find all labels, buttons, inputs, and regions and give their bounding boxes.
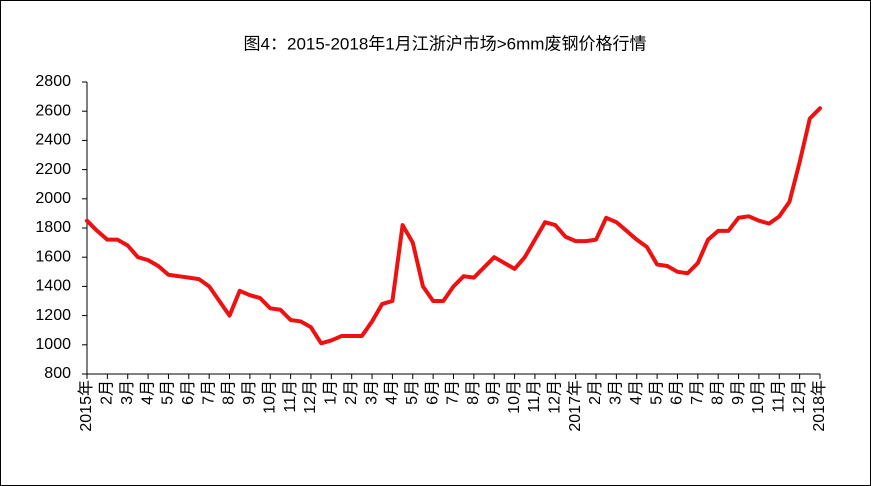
x-tick-label: 11月 xyxy=(282,380,299,413)
y-tick-label: 2200 xyxy=(35,161,71,178)
y-tick-label: 1000 xyxy=(35,336,71,353)
x-tick-label: 2月 xyxy=(343,380,360,405)
y-tick-label: 2800 xyxy=(35,73,71,90)
x-tick-label: 3月 xyxy=(363,380,380,405)
x-tick-label: 8月 xyxy=(465,380,482,405)
x-tick-label: 12月 xyxy=(547,380,564,414)
y-tick-label: 1800 xyxy=(35,219,71,236)
x-tick-label: 4月 xyxy=(139,380,156,405)
y-tick-label: 1200 xyxy=(35,307,71,324)
x-tick-label: 8月 xyxy=(709,380,726,405)
y-tick-label: 1400 xyxy=(35,278,71,295)
x-tick-label: 2月 xyxy=(587,380,604,405)
x-tick-label: 10月 xyxy=(750,380,767,414)
x-tick-label: 4月 xyxy=(384,380,401,405)
x-tick-label: 9月 xyxy=(485,380,502,405)
x-tick-label: 2017年 xyxy=(566,380,584,432)
x-tick-label: 8月 xyxy=(221,380,238,405)
x-tick-label: 7月 xyxy=(200,380,217,405)
x-tick-label: 4月 xyxy=(628,380,645,405)
x-tick-label: 2018年 xyxy=(810,380,828,432)
x-tick-label: 3月 xyxy=(608,380,625,405)
x-tick-label: 6月 xyxy=(424,380,441,405)
y-tick-label: 2000 xyxy=(35,190,71,207)
x-tick-label: 9月 xyxy=(241,380,258,405)
x-tick-label: 5月 xyxy=(404,380,421,405)
y-tick-label: 2600 xyxy=(35,102,71,119)
x-tick-label: 12月 xyxy=(302,380,319,414)
x-tick-label: 7月 xyxy=(689,380,706,405)
x-tick-label: 7月 xyxy=(445,380,462,405)
chart-title: 图4：2015-2018年1月江浙沪市场>6mm废钢价格行情 xyxy=(244,34,647,53)
x-tick-label: 2015年 xyxy=(77,380,95,432)
price-line xyxy=(85,106,822,346)
x-tick-label: 2月 xyxy=(99,380,116,405)
x-tick-label: 12月 xyxy=(791,380,808,414)
x-tick-label: 6月 xyxy=(180,380,197,405)
x-tick-label: 9月 xyxy=(730,380,747,405)
x-tick-label: 10月 xyxy=(506,380,523,414)
x-tick-label: 3月 xyxy=(119,380,136,405)
x-tick-label: 11月 xyxy=(770,380,787,413)
y-tick-label: 1600 xyxy=(35,248,71,265)
x-tick-label: 10月 xyxy=(261,380,278,414)
x-tick-label: 6月 xyxy=(669,380,686,405)
x-tick-label: 11月 xyxy=(526,380,543,413)
y-tick-label: 2400 xyxy=(35,132,71,149)
x-tick-label: 5月 xyxy=(160,380,177,405)
x-tick-label: 1月 xyxy=(323,380,340,405)
y-tick-label: 800 xyxy=(44,365,71,382)
x-tick-label: 5月 xyxy=(648,380,665,405)
